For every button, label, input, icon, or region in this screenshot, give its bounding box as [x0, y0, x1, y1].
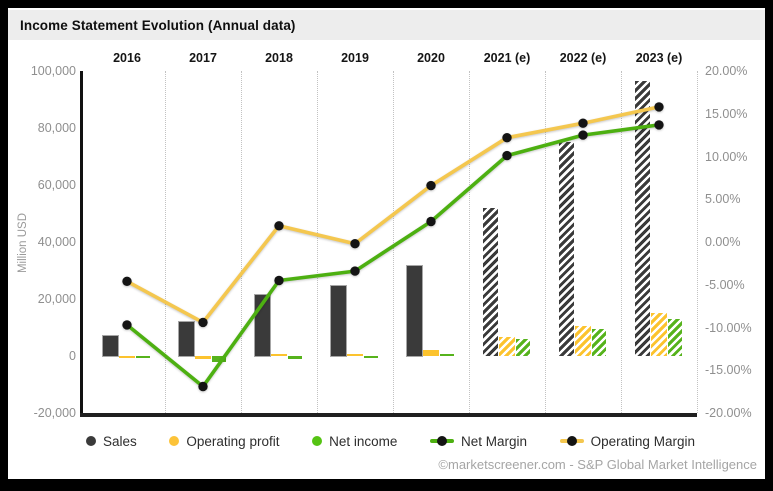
bar-sales-2018[interactable] [255, 294, 270, 356]
operating-margin-point-2021-e[interactable] [502, 133, 512, 143]
net-margin-point-2020[interactable] [426, 216, 436, 227]
bar-net-income-2017[interactable] [212, 356, 226, 362]
bar-net-income-2022-e[interactable] [592, 328, 606, 356]
y-axis-right-tick-label: 10.00% [705, 149, 748, 164]
y-axis-right-tick-label: 20.00% [705, 64, 748, 78]
operating-margin-point-2016[interactable] [122, 276, 132, 286]
bar-sales-2019[interactable] [331, 285, 346, 356]
operating-margin-point-2018[interactable] [274, 221, 284, 231]
y-axis-left-tick-label: 80,000 [37, 121, 76, 135]
operating-profit-legend-dot-icon [169, 436, 180, 446]
net-margin-point-2018[interactable] [274, 275, 284, 286]
operating-margin-point-2020[interactable] [426, 180, 436, 191]
legend-marker-dot [437, 436, 447, 446]
bar-operating-profit-2021-e[interactable] [499, 337, 515, 356]
legend-item-label: Sales [103, 433, 137, 449]
legend-item-operating-profit[interactable]: Operating profit [169, 434, 279, 449]
net-margin-point-2016[interactable] [122, 320, 132, 330]
y-axis-right-tick-label: -15.00% [705, 363, 752, 378]
gridline [545, 71, 546, 413]
bar-operating-profit-2016[interactable] [119, 356, 135, 358]
y-axis-left-tick-label: -20,000 [33, 406, 76, 420]
gridline [621, 71, 622, 413]
x-axis-year-label-2020: 2020 [417, 51, 445, 65]
legend-item-net-margin[interactable]: Net Margin [430, 434, 527, 449]
copyright-credit: ©marketscreener.com - S&P Global Market … [438, 457, 757, 472]
x-axis-line [80, 413, 697, 417]
chart-legend: Sales Operating profit Net income Net Margi… [86, 432, 695, 450]
x-axis-year-label-2022-e: 2022 (e) [559, 51, 607, 65]
gridline [317, 71, 318, 413]
bar-net-income-2020[interactable] [440, 353, 454, 356]
bar-sales-2020[interactable] [407, 266, 422, 356]
bar-net-income-2021-e[interactable] [516, 339, 530, 356]
bar-operating-profit-2023-e[interactable] [651, 312, 667, 356]
bar-sales-2017[interactable] [179, 322, 194, 356]
gridline [697, 71, 698, 413]
legend-item-label: Operating Margin [590, 433, 695, 449]
x-axis-year-label-2018: 2018 [265, 51, 293, 65]
bar-operating-profit-2020[interactable] [423, 350, 439, 356]
legend-item-label: Operating profit [186, 433, 280, 449]
legend-marker-dot [566, 436, 577, 446]
y-axis-left-tick-label: 60,000 [37, 178, 76, 192]
operating-margin-point-2023-e[interactable] [654, 102, 664, 112]
net-margin-point-2019[interactable] [350, 266, 360, 276]
net-margin-legend-line-marker-icon [430, 436, 454, 446]
x-axis-year-label-2017: 2017 [189, 51, 217, 65]
bar-net-income-2023-e[interactable] [668, 318, 682, 356]
x-axis-year-label-2019: 2019 [341, 51, 369, 65]
bar-sales-2023-e[interactable] [635, 80, 650, 356]
gridline [393, 71, 394, 413]
y-axis-right-tick-label: 0.00% [705, 235, 741, 249]
margin-lines-layer [122, 102, 664, 392]
x-axis-year-label-2021-e: 2021 (e) [483, 51, 531, 65]
y-axis-left-tick-label: 20,000 [37, 292, 76, 306]
operating-margin-point-2017[interactable] [198, 317, 208, 328]
net-margin-point-2022-e[interactable] [578, 130, 588, 140]
y-axis-right-tick-label: 15.00% [705, 106, 748, 121]
bar-sales-2021-e[interactable] [483, 207, 498, 356]
y-axis-right-tick-label: -10.00% [705, 320, 752, 335]
operating-margin-legend-line-marker-icon [559, 436, 584, 446]
y-axis-left-tick-label: 40,000 [37, 235, 76, 249]
operating-margin-point-2022-e[interactable] [578, 118, 588, 128]
bar-operating-profit-2017[interactable] [195, 356, 211, 359]
y-axis-right-tick-label: -20.00% [705, 406, 752, 420]
x-axis-year-label-2023-e: 2023 (e) [635, 51, 683, 65]
y-axis-left-tick-label: 100,000 [30, 64, 76, 78]
y-axis-right-tick-label: -5.00% [705, 277, 745, 292]
bar-sales-2016[interactable] [103, 336, 118, 356]
bar-operating-profit-2022-e[interactable] [575, 326, 591, 356]
y-axis-line [80, 71, 83, 417]
bar-operating-profit-2018[interactable] [271, 354, 287, 356]
operating-margin-point-2019[interactable] [350, 239, 360, 249]
net-margin-point-2023-e[interactable] [654, 120, 664, 130]
legend-item-net-income[interactable]: Net income [312, 434, 397, 449]
net-income-legend-dot-icon [312, 436, 323, 446]
gridline [469, 71, 470, 413]
net-margin-point-2017[interactable] [198, 381, 208, 392]
page-title: Income Statement Evolution (Annual data) [20, 17, 296, 33]
gridline [241, 71, 242, 413]
bar-net-income-2018[interactable] [288, 356, 302, 359]
y-axis-left-tick-label: 0 [69, 349, 76, 363]
bar-net-income-2019[interactable] [364, 356, 378, 359]
gridline [165, 71, 166, 413]
x-axis-year-label-2016: 2016 [113, 51, 141, 65]
legend-item-sales[interactable]: Sales [86, 434, 137, 449]
y-axis-right-tick-label: 5.00% [705, 192, 741, 207]
sales-legend-dot-icon [86, 436, 96, 446]
bar-net-income-2016[interactable] [136, 356, 150, 358]
legend-item-operating-margin[interactable]: Operating Margin [559, 433, 695, 449]
bar-sales-2022-e[interactable] [559, 142, 574, 356]
bar-operating-profit-2019[interactable] [347, 354, 363, 356]
title-band: Income Statement Evolution (Annual data) [8, 10, 765, 40]
net-margin-point-2021-e[interactable] [502, 150, 512, 161]
legend-item-label: Net Margin [461, 433, 528, 449]
legend-item-label: Net income [329, 433, 398, 449]
chart-widget: Income Statement Evolution (Annual data)… [8, 8, 765, 479]
